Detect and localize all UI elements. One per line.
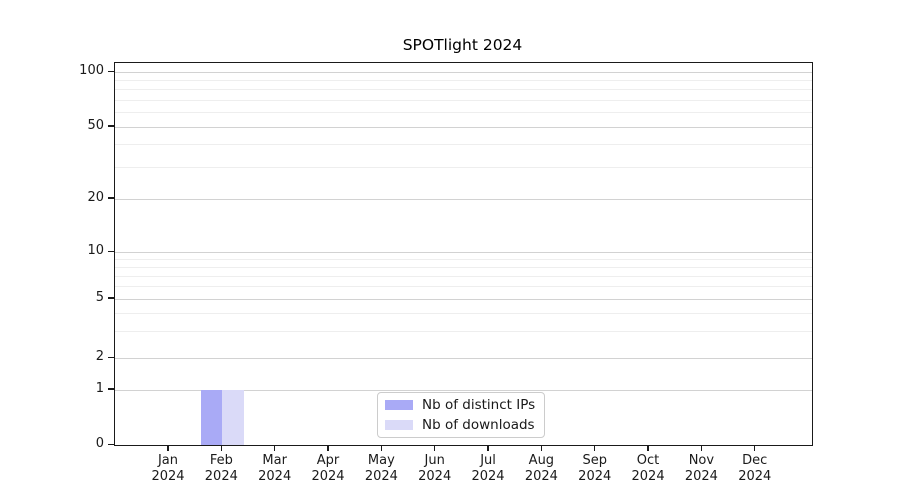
x-axis-tick-mark	[380, 445, 383, 451]
gridline-major	[115, 71, 812, 73]
x-axis-tick-mark	[540, 445, 543, 451]
x-axis-tick-mark	[434, 445, 436, 451]
x-axis-tick-label-line: Jan	[157, 453, 179, 468]
y-axis-tick-mark	[108, 297, 114, 299]
gridline-minor	[115, 286, 812, 288]
gridline-minor	[115, 89, 812, 91]
x-axis-tick-mark	[594, 445, 596, 451]
legend-swatch	[385, 420, 413, 430]
y-axis-tick-label: 1	[95, 380, 104, 396]
y-axis-tick-label: 50	[87, 117, 104, 133]
x-axis-tick-label-line: Dec	[742, 453, 768, 468]
x-axis-tick-label-line: 2024	[738, 468, 772, 484]
gridline-major	[115, 389, 812, 391]
gridline-minor	[115, 275, 812, 277]
gridline-minor	[115, 99, 812, 101]
x-axis-tick-label-line: 2024	[471, 468, 505, 484]
y-axis-tick-mark	[108, 443, 114, 445]
x-axis-tick-label-line: 2024	[684, 468, 718, 484]
gridline-minor	[115, 166, 812, 168]
x-axis-tick-label-line: 2024	[311, 468, 345, 484]
plot-area	[114, 62, 813, 446]
y-axis-tick-mark	[108, 356, 114, 358]
chart-title: SPOTlight 2024	[402, 36, 523, 54]
x-axis-tick-mark	[754, 445, 756, 451]
gridline-major	[115, 357, 812, 359]
x-axis-tick-label: Aug 2024	[506, 453, 576, 484]
y-axis-tick-label: 20	[87, 189, 104, 205]
x-axis-tick-label: Mar 2024	[240, 453, 310, 484]
y-axis-tick-label: 2	[95, 349, 104, 365]
x-axis-tick-mark	[327, 445, 329, 451]
x-axis-tick-label: Nov 2024	[666, 453, 736, 484]
x-axis-tick-label-line: 2024	[524, 468, 558, 484]
x-axis-tick-label: Dec 2024	[720, 453, 790, 484]
y-axis-tick-mark	[108, 70, 114, 72]
gridline-minor	[115, 312, 812, 314]
legend-label: Nb of downloads	[422, 417, 535, 433]
x-axis-tick-label-line: Mar	[262, 453, 287, 468]
y-axis-tick-mark	[108, 197, 114, 199]
x-axis-tick-mark	[700, 445, 703, 451]
x-axis-tick-label-line: Jul	[480, 453, 496, 468]
x-axis-tick-label: Feb 2024	[186, 453, 256, 484]
x-axis-tick-label: Jan 2024	[133, 453, 203, 484]
legend-row: Nb of downloads	[385, 415, 544, 435]
x-axis-tick-label-line: 2024	[631, 468, 665, 484]
y-axis-tick-label: 5	[95, 289, 104, 305]
legend-label: Nb of distinct IPs	[422, 397, 536, 413]
x-axis-tick-label-line: 2024	[258, 468, 292, 484]
x-axis-tick-label-line: Jun	[424, 453, 445, 468]
x-axis-tick-label-line: Aug	[528, 453, 555, 468]
y-axis-tick-label: 0	[95, 436, 104, 451]
x-axis-tick-label-line: 2024	[418, 468, 452, 484]
gridline-major	[115, 298, 812, 300]
x-axis-tick-mark	[220, 445, 223, 451]
x-axis-tick-label: Jun 2024	[400, 453, 470, 484]
gridline-minor	[115, 144, 812, 146]
x-axis-tick-mark	[167, 445, 169, 451]
gridline-major	[115, 198, 812, 200]
legend: Nb of distinct IPs Nb of downloads	[377, 392, 545, 438]
x-axis-tick-label: Sep 2024	[560, 453, 630, 484]
x-axis-tick-label: Apr 2024	[293, 453, 363, 484]
x-axis-tick-label-line: Nov	[688, 453, 715, 468]
y-axis-tick-mark	[108, 388, 114, 390]
x-axis-tick-label-line: 2024	[364, 468, 398, 484]
x-axis-tick-label-line: Oct	[636, 453, 660, 468]
x-axis-tick-label: Oct 2024	[613, 453, 683, 484]
gridline-minor	[115, 258, 812, 260]
x-axis-tick-label-line: 2024	[578, 468, 612, 484]
gridline-minor	[115, 266, 812, 268]
bar-nb-of-distinct-ips	[201, 390, 223, 445]
x-axis-tick-mark	[274, 445, 276, 451]
gridline-minor	[115, 112, 812, 114]
x-axis-tick-label: May 2024	[346, 453, 416, 484]
x-axis-tick-mark	[487, 445, 489, 451]
gridline-minor	[115, 331, 812, 333]
x-axis-tick-mark	[647, 445, 649, 451]
x-axis-tick-label-line: Feb	[209, 453, 233, 468]
x-axis-tick-label-line: Sep	[582, 453, 607, 468]
y-axis-tick-label: 10	[87, 243, 104, 258]
x-axis-tick-label-line: 2024	[151, 468, 185, 484]
bar-nb-of-downloads	[222, 390, 244, 445]
x-axis-tick-label-line: Apr	[316, 453, 340, 468]
legend-row: Nb of distinct IPs	[385, 395, 544, 415]
gridline-minor	[115, 79, 812, 81]
gridline-major	[115, 126, 812, 128]
x-axis-tick-label: Jul 2024	[453, 453, 523, 484]
x-axis-tick-label-line: May	[367, 453, 395, 468]
y-axis-tick-mark	[108, 125, 114, 127]
y-axis-tick-mark	[108, 250, 114, 252]
y-axis-tick-label: 100	[79, 63, 104, 78]
gridline-major	[115, 251, 812, 253]
x-axis-tick-label-line: 2024	[204, 468, 238, 484]
legend-swatch	[385, 400, 413, 410]
